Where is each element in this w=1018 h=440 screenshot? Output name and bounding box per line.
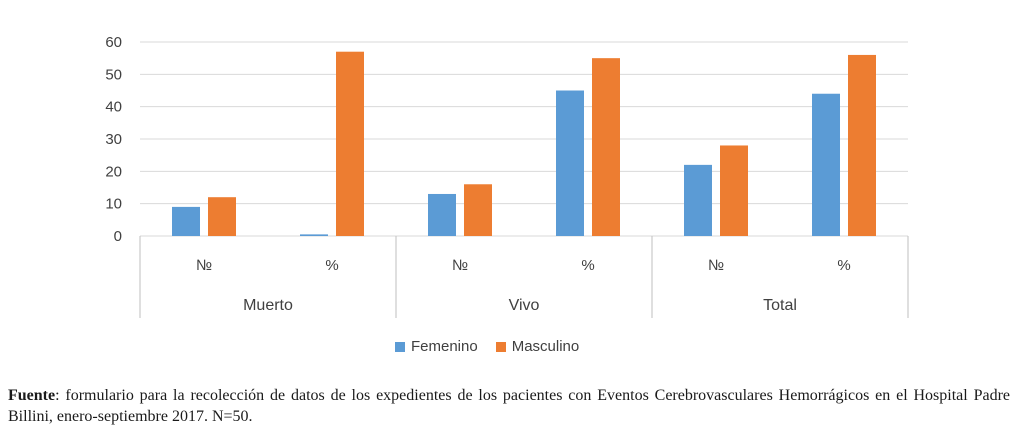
x-group-label: Vivo xyxy=(509,297,540,314)
y-tick-label: 10 xyxy=(105,196,122,213)
legend-label-masculino: Masculino xyxy=(511,338,580,355)
bar-masculino-4 xyxy=(720,145,748,236)
y-axis-ticks: 0 10 20 30 40 50 60 xyxy=(105,34,122,245)
x-axis: №% №% № % Muerto Vivo Total xyxy=(139,236,909,318)
bar-femenino-0 xyxy=(172,206,200,236)
legend-label-femenino: Femenino xyxy=(411,338,478,355)
x-category-label: % xyxy=(837,257,850,274)
bar-femenino-3 xyxy=(556,90,584,236)
x-category-label: № xyxy=(452,257,468,274)
x-group-label: Muerto xyxy=(243,297,293,314)
legend: Femenino Masculino xyxy=(395,338,579,355)
bar-masculino-1 xyxy=(336,51,364,237)
bars xyxy=(172,51,876,237)
legend-item-masculino: Masculino xyxy=(495,338,580,355)
y-tick-label: 50 xyxy=(105,66,122,83)
bar-femenino-4 xyxy=(684,164,712,236)
y-tick-label: 30 xyxy=(105,131,122,148)
legend-swatch-masculino xyxy=(495,341,506,352)
legend-item-femenino: Femenino xyxy=(395,338,478,355)
bar-femenino-5 xyxy=(812,93,840,236)
x-category-label: № xyxy=(708,257,724,274)
x-category-label: № xyxy=(196,257,212,274)
grouped-bar-chart: 0 10 20 30 40 50 60 №% №% № % Muerto Vivo Total xyxy=(105,34,909,318)
bar-femenino-1 xyxy=(300,234,328,236)
x-category-label: % xyxy=(581,257,594,274)
x-group-label: Total xyxy=(763,297,797,314)
x-category-label: % xyxy=(325,257,338,274)
caption-text: : formulario para la recolección de dato… xyxy=(8,387,1010,425)
source-caption: Fuente: formulario para la recolección d… xyxy=(8,385,1010,427)
y-tick-label: 40 xyxy=(105,99,122,116)
bar-masculino-2 xyxy=(464,184,492,236)
y-tick-label: 20 xyxy=(105,163,122,180)
bar-femenino-2 xyxy=(428,193,456,236)
caption-label: Fuente xyxy=(8,387,56,404)
bar-masculino-3 xyxy=(592,58,620,236)
y-tick-label: 0 xyxy=(114,228,122,245)
legend-swatch-femenino xyxy=(395,341,405,352)
bar-masculino-5 xyxy=(848,54,876,236)
bar-masculino-0 xyxy=(208,197,236,236)
y-tick-label: 60 xyxy=(105,34,122,51)
gridlines xyxy=(140,41,908,237)
